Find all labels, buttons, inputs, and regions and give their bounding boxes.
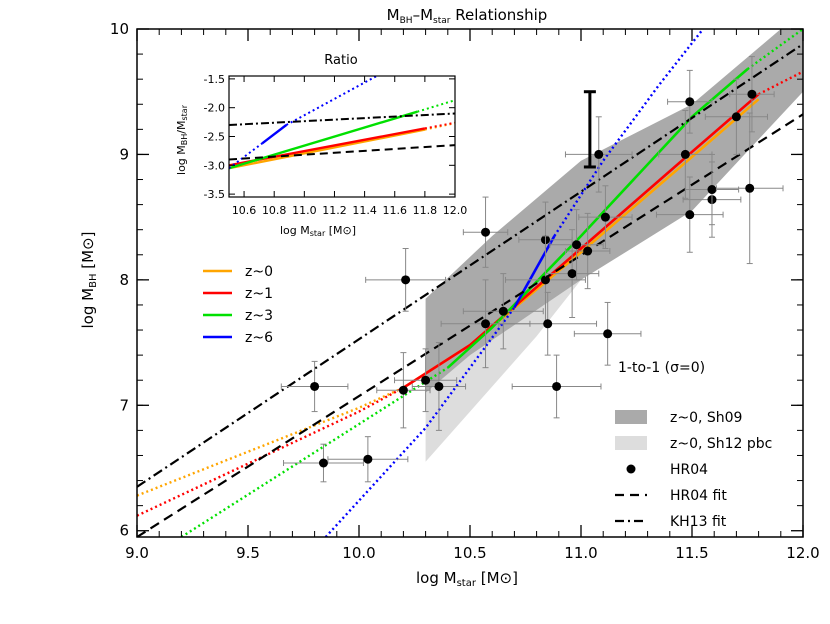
legend-label-1: z~1	[245, 286, 273, 302]
x-tick-label-1: 9.5	[236, 544, 260, 562]
data-point-15	[549, 209, 604, 281]
y-tick-label-3: 9	[119, 145, 129, 163]
series-solid-2	[446, 68, 749, 369]
data-point-21	[667, 69, 713, 134]
data-point-4	[394, 348, 458, 413]
x-axis-label: log Mstar [M⊙]	[416, 569, 518, 589]
data-point-24	[684, 153, 740, 226]
main-axes: 9.0 9.5 10.0 10.5 11.0 11.5 12.0 6 7 8 9 10	[110, 20, 820, 562]
series-tail-2	[746, 29, 803, 71]
series-tail-3	[553, 29, 705, 237]
x-tick-label-4: 11.0	[564, 544, 597, 562]
legend-text-3: HR04 fit	[670, 488, 727, 504]
data-point-27	[715, 112, 784, 265]
inset-y-tick-2: -2.5	[204, 131, 225, 144]
inset-y-tick-4: -3.5	[204, 188, 225, 201]
inset-y-label: log MBH/Mstar	[175, 104, 189, 175]
ratio-inset: 10.6 10.8 11.0 11.2 11.4 11.6 11.8 12.0 -1.5 -2.0…	[204, 73, 468, 217]
inset-solid-3	[261, 124, 288, 145]
series-tail-1	[758, 70, 803, 96]
one-to-one-annotation: 1-to-1 (σ=0)	[618, 360, 705, 376]
y-tick-label-0: 6	[119, 522, 129, 540]
legend-label-0: z~0	[245, 264, 273, 280]
inset-background	[229, 76, 455, 197]
inset-x-tick-0: 10.6	[232, 204, 257, 217]
x-tick-label-6: 12.0	[786, 544, 819, 562]
x-tick-label-5: 11.5	[675, 544, 708, 562]
series-solid-1	[402, 93, 760, 389]
inset-x-tick-3: 11.2	[322, 204, 347, 217]
model-lines	[137, 29, 803, 537]
data-point-20	[658, 110, 713, 199]
series-dotted-1	[137, 386, 404, 517]
data-point-18	[578, 185, 633, 250]
data-point-6	[365, 248, 447, 312]
legend-text-1: z~0, Sh12 pbc	[670, 436, 772, 452]
inset-solid-2	[229, 110, 418, 170]
data-point-5	[411, 342, 467, 431]
inset-fit-5	[229, 112, 455, 126]
inset-y-tick-1: -2.0	[204, 102, 225, 115]
x-tick-label-0: 9.0	[125, 544, 149, 562]
chart-title: MBH–Mstar Relationship	[387, 6, 548, 26]
legend-text-4: KH13 fit	[670, 514, 727, 530]
error-bar-key	[583, 90, 596, 169]
inset-x-tick-7: 12.0	[443, 204, 468, 217]
inset-y-tick-0: -1.5	[204, 73, 225, 86]
data-point-12	[498, 291, 598, 356]
inset-dotted-2	[417, 99, 455, 113]
data-point-13	[511, 354, 602, 419]
legend-label-3: z~6	[245, 330, 273, 346]
legend-data: z~0, Sh09 z~0, Sh12 pbc HR04 HR04 fit KH13 f…	[615, 410, 772, 530]
data-point-16	[564, 212, 611, 290]
inset-x-tick-2: 11.0	[292, 204, 317, 217]
x-tick-label-3: 10.5	[453, 544, 486, 562]
inset-title: Ratio	[324, 53, 357, 68]
data-point-2	[280, 360, 349, 413]
series-dotted-0	[137, 386, 404, 497]
legend-redshift: z~0 z~1 z~3 z~6	[203, 264, 273, 346]
inset-dotted-3	[229, 142, 263, 170]
inset-x-tick-4: 11.4	[352, 204, 377, 217]
inset-lines	[229, 76, 455, 170]
legend-swatch-1	[615, 436, 647, 450]
y-tick-label-2: 8	[119, 271, 129, 289]
data-point-7	[462, 196, 509, 268]
inset-x-tick-6: 11.8	[413, 204, 438, 217]
inset-x-tick-5: 11.6	[382, 204, 407, 217]
y-tick-label-4: 10	[110, 20, 129, 38]
y-tick-label-1: 7	[119, 396, 129, 414]
inset-fit-4	[229, 144, 455, 161]
data-point-17	[564, 116, 633, 193]
inset-x-tick-1: 10.8	[262, 204, 287, 217]
inset-x-label: log Mstar [M⊙]	[280, 224, 356, 238]
inset-tail-3	[285, 76, 378, 126]
fit-line-5	[137, 43, 803, 488]
data-point-1	[327, 436, 409, 483]
legend-label-2: z~3	[245, 308, 273, 324]
inset-solid-0	[229, 128, 426, 170]
series-solid-3	[513, 235, 556, 309]
data-point-9	[462, 273, 544, 350]
legend-text-0: z~0, Sh09	[670, 410, 742, 426]
legend-swatch-2	[626, 464, 636, 474]
hr04-points	[280, 56, 784, 483]
legend-text-2: HR04	[670, 462, 708, 478]
data-point-3	[376, 352, 431, 429]
y-axis-label: log MBH [M⊙]	[79, 232, 99, 329]
data-point-19	[573, 301, 642, 366]
data-point-25	[704, 78, 768, 155]
legend-swatch-0	[615, 410, 647, 424]
x-tick-label-2: 10.0	[342, 544, 375, 562]
data-point-0	[283, 443, 364, 483]
fit-line-4	[137, 113, 803, 537]
inset-y-tick-3: -3.0	[204, 159, 225, 172]
inset-dotted-1	[424, 121, 455, 130]
